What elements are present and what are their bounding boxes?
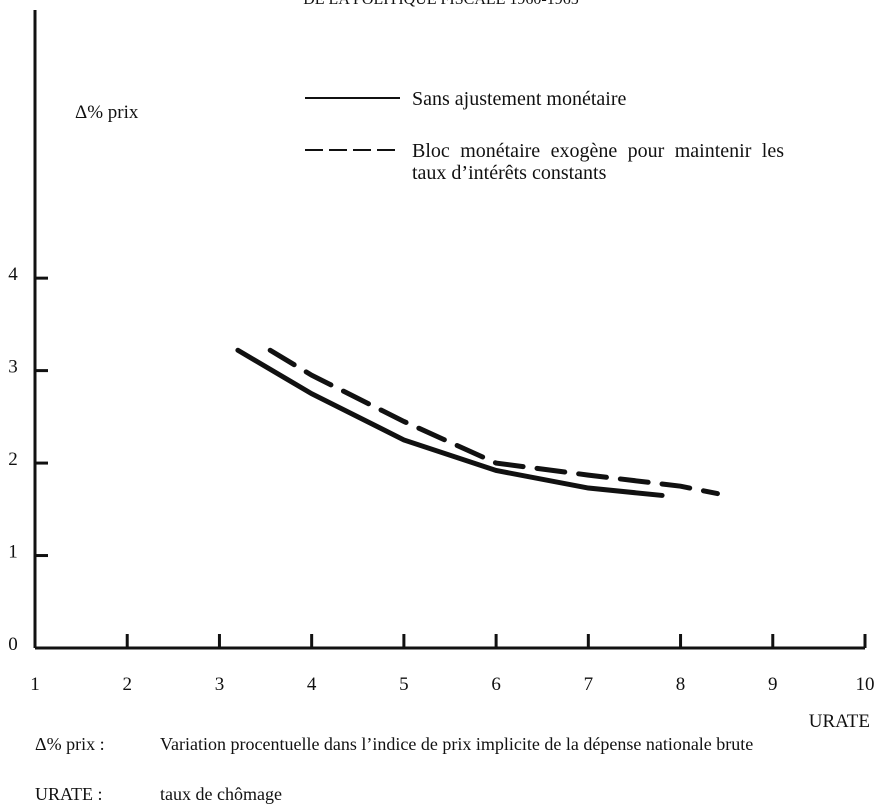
x-tick-label: 6 bbox=[491, 674, 501, 695]
y-tick-label: 2 bbox=[8, 449, 18, 470]
x-axis-label: URATE bbox=[809, 711, 870, 732]
chart-title: DE LA POLITIQUE FISCALE 1960-1965 bbox=[303, 0, 579, 8]
note-term: URATE : bbox=[35, 784, 103, 804]
x-tick-label: 4 bbox=[307, 674, 317, 695]
y-tick-label: 1 bbox=[8, 542, 18, 563]
x-tick-label: 1 bbox=[30, 674, 40, 695]
x-tick-label: 7 bbox=[584, 674, 594, 695]
x-tick-label: 5 bbox=[399, 674, 409, 695]
note-term: Δ% prix : bbox=[35, 734, 105, 754]
legend-label: Sans ajustement monétaire bbox=[412, 88, 627, 110]
note-text: Variation procentuelle dans l’indice de … bbox=[160, 734, 754, 754]
x-tick-label: 3 bbox=[215, 674, 225, 695]
legend-label: Bloc monétaire exogène pour maintenir le… bbox=[412, 140, 784, 184]
y-tick-label: 0 bbox=[8, 634, 18, 655]
y-tick-label: 4 bbox=[8, 264, 18, 285]
x-tick-label: 2 bbox=[122, 674, 132, 695]
x-tick-label: 8 bbox=[676, 674, 686, 695]
x-tick-label: 9 bbox=[768, 674, 778, 695]
x-tick-label: 10 bbox=[856, 674, 875, 695]
y-axis-label: Δ% prix bbox=[75, 102, 139, 123]
note-text: taux de chômage bbox=[160, 784, 282, 804]
data-line bbox=[235, 347, 665, 498]
data-line bbox=[267, 347, 720, 497]
y-tick-label: 3 bbox=[8, 357, 18, 378]
